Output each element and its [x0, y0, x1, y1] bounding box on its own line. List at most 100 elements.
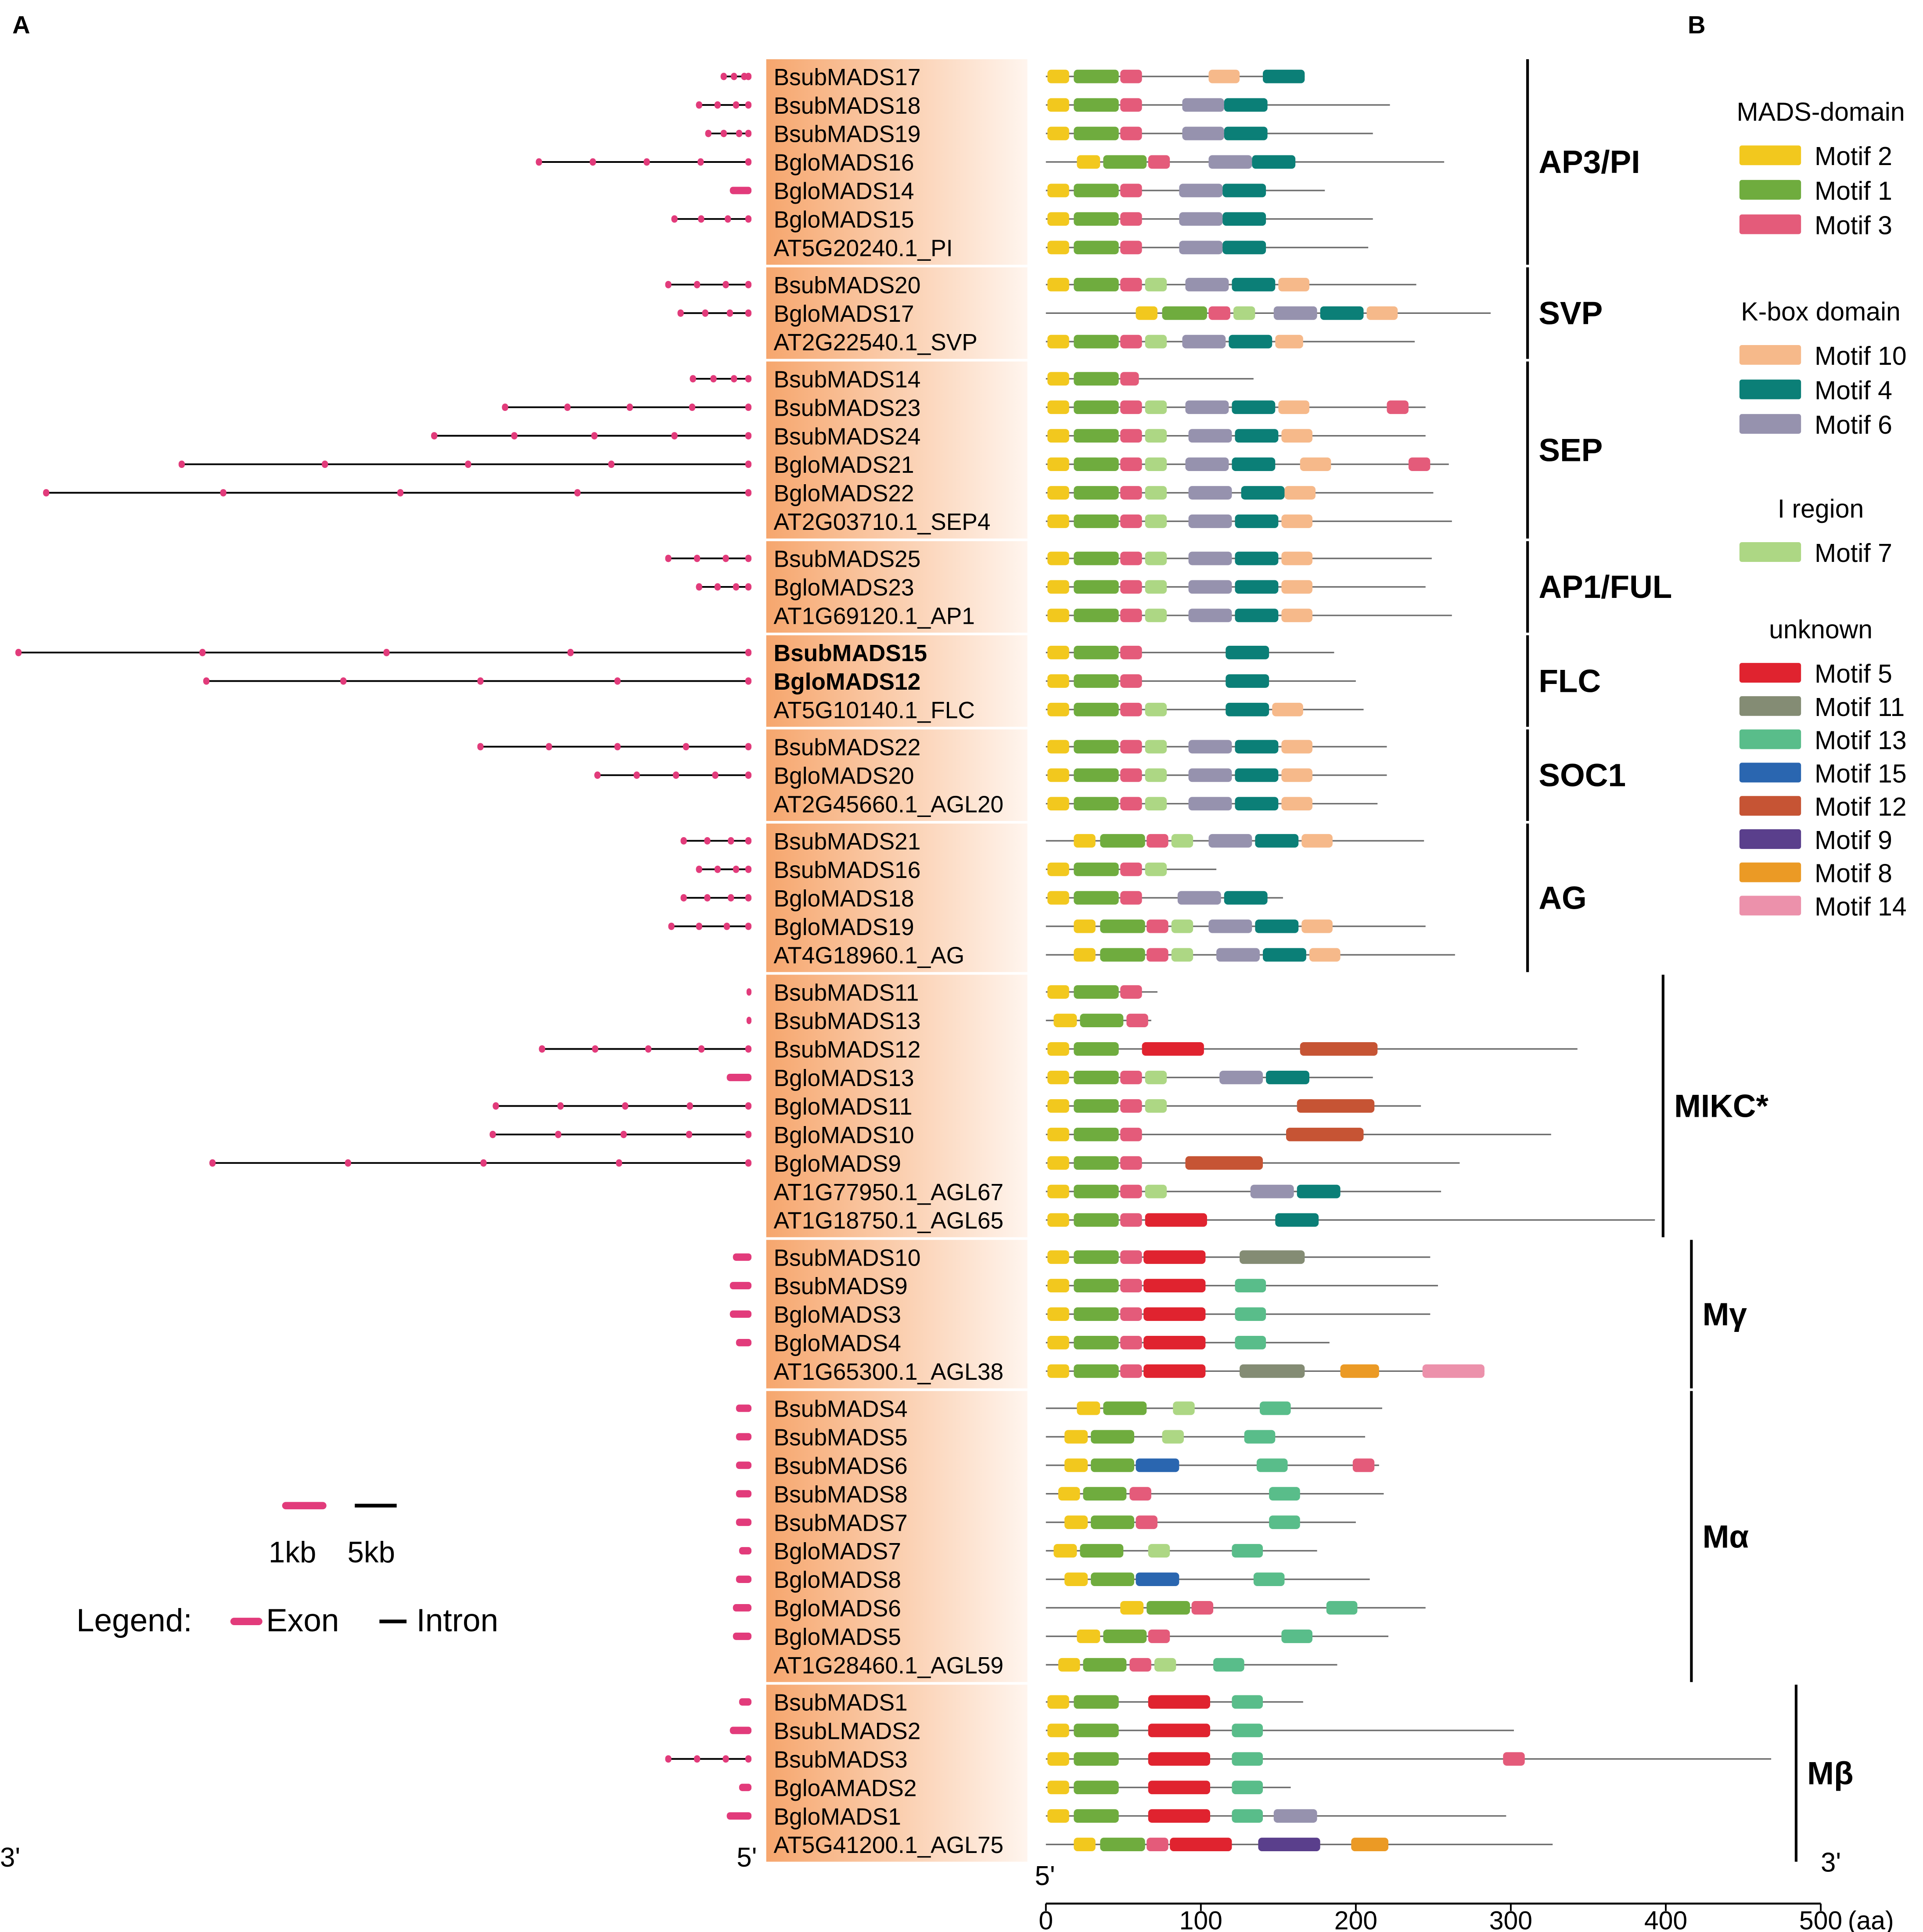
intron-legend-label: Intron: [417, 1603, 499, 1638]
motif-1-box: [1074, 551, 1119, 565]
motif-4-box: [1235, 797, 1279, 811]
motif-2-box: [1047, 1127, 1069, 1141]
motif-5-box: [1148, 1781, 1210, 1795]
motif-2-box: [1047, 486, 1069, 500]
motif-2-box: [1047, 183, 1069, 198]
exon-block: [489, 1130, 496, 1138]
motif-1-swatch: [1739, 180, 1801, 200]
gene-label: BsubMADS12: [774, 1037, 921, 1063]
motif-13-box: [1232, 1752, 1263, 1766]
exon-block: [728, 837, 734, 845]
axis-tick-label: 0: [1039, 1907, 1053, 1932]
motif-2-box: [1047, 797, 1069, 811]
exon-block: [696, 101, 702, 109]
gene-label: BgloMADS1: [774, 1804, 901, 1830]
exon-block: [745, 403, 751, 411]
gene-label: BsubMADS16: [774, 857, 921, 883]
motif-6-box: [1182, 98, 1224, 112]
motif-2-box: [1047, 1364, 1069, 1378]
motif-1-box: [1074, 69, 1119, 83]
group-name: SEP: [1538, 432, 1603, 468]
motif-2-box: [1064, 1430, 1088, 1444]
exon-block: [745, 649, 751, 656]
motif-2-box: [1047, 580, 1069, 594]
motif-2-box: [1074, 834, 1096, 848]
gene-label: AT1G77950.1_AGL67: [774, 1180, 1004, 1205]
group-name: AP3/PI: [1538, 144, 1640, 180]
motif-13-box: [1253, 1572, 1285, 1586]
protein-3prime-label: 3': [1821, 1847, 1841, 1878]
motif-6-box: [1219, 1070, 1263, 1084]
exon-block: [492, 1102, 499, 1110]
exon-block: [43, 489, 50, 496]
gene-label: AT2G03710.1_SEP4: [774, 509, 991, 535]
motif-3-box: [1148, 1629, 1170, 1643]
motif-1-box: [1074, 740, 1119, 754]
motif-5-box: [1142, 1042, 1204, 1056]
amino-acid-axis: 0 100 200 300 400 500 (aa): [1039, 1903, 1894, 1932]
motif-2-box: [1047, 1099, 1069, 1113]
exon-block: [689, 403, 695, 411]
motif-3-box: [1120, 1250, 1142, 1264]
motif-13-box: [1326, 1601, 1358, 1615]
motif-1-box: [1074, 241, 1119, 255]
exon-block: [616, 1159, 622, 1167]
motif-2-box: [1047, 702, 1069, 716]
gene-label: BgloMADS15: [774, 207, 914, 233]
motif-10-box: [1281, 608, 1313, 622]
group-name: AP1/FUL: [1538, 569, 1672, 605]
motif-4-box: [1255, 919, 1299, 933]
motif-11-swatch: [1739, 696, 1801, 716]
motif-7-box: [1171, 948, 1193, 962]
motif-2-box: [1074, 1838, 1096, 1851]
legend-item-label: Motif 2: [1815, 142, 1892, 171]
gene-label: BsubMADS18: [774, 93, 921, 119]
group-bands: [766, 59, 1028, 1862]
motif-1-box: [1103, 1401, 1147, 1415]
exon-block: [730, 1310, 751, 1318]
motif-2-box: [1047, 1184, 1069, 1198]
exon-block: [730, 1727, 751, 1734]
motif-2-box: [1053, 1544, 1077, 1558]
exon-block: [745, 215, 751, 223]
motif-3-box: [1120, 768, 1142, 782]
motif-3-box: [1120, 1307, 1142, 1321]
motif-13-box: [1269, 1487, 1300, 1501]
exon-block: [683, 743, 689, 751]
motif-1-box: [1074, 891, 1119, 905]
motif-13-box: [1281, 1629, 1313, 1643]
gene-label: BgloAMADS2: [774, 1775, 917, 1801]
legend-heading: unknown: [1769, 615, 1873, 644]
exon-block: [739, 1784, 751, 1792]
motif-2-box: [1047, 646, 1069, 659]
exon-block: [698, 215, 705, 223]
exon-block: [736, 1518, 751, 1526]
motif-3-box: [1352, 1458, 1375, 1472]
exon-block: [594, 771, 601, 779]
motif-2-box: [1047, 891, 1069, 905]
exon-block: [564, 403, 571, 411]
motif-1-box: [1074, 1364, 1119, 1378]
motif-10-box: [1281, 514, 1313, 528]
motif-6-box: [1208, 919, 1252, 933]
exon-block: [745, 554, 751, 562]
gene-label: BgloMADS18: [774, 886, 914, 912]
exon-block: [739, 1547, 751, 1555]
motif-4-box: [1235, 740, 1279, 754]
motif-1-box: [1074, 674, 1119, 688]
motif-7-box: [1145, 740, 1167, 754]
exon-block: [745, 865, 751, 873]
motif-1-box: [1074, 457, 1119, 471]
gene-label: BsubMADS11: [774, 980, 919, 1006]
motif-13-box: [1259, 1401, 1291, 1415]
exon-block: [546, 743, 552, 751]
motif-3-box: [1120, 740, 1142, 754]
motif-7-box: [1145, 862, 1167, 876]
motif-13-box: [1256, 1458, 1288, 1472]
exon-block: [714, 865, 721, 873]
exon-block: [745, 461, 751, 468]
exon-block: [557, 1102, 564, 1110]
exon-block: [722, 1755, 729, 1763]
motif-2-box: [1077, 1401, 1100, 1415]
